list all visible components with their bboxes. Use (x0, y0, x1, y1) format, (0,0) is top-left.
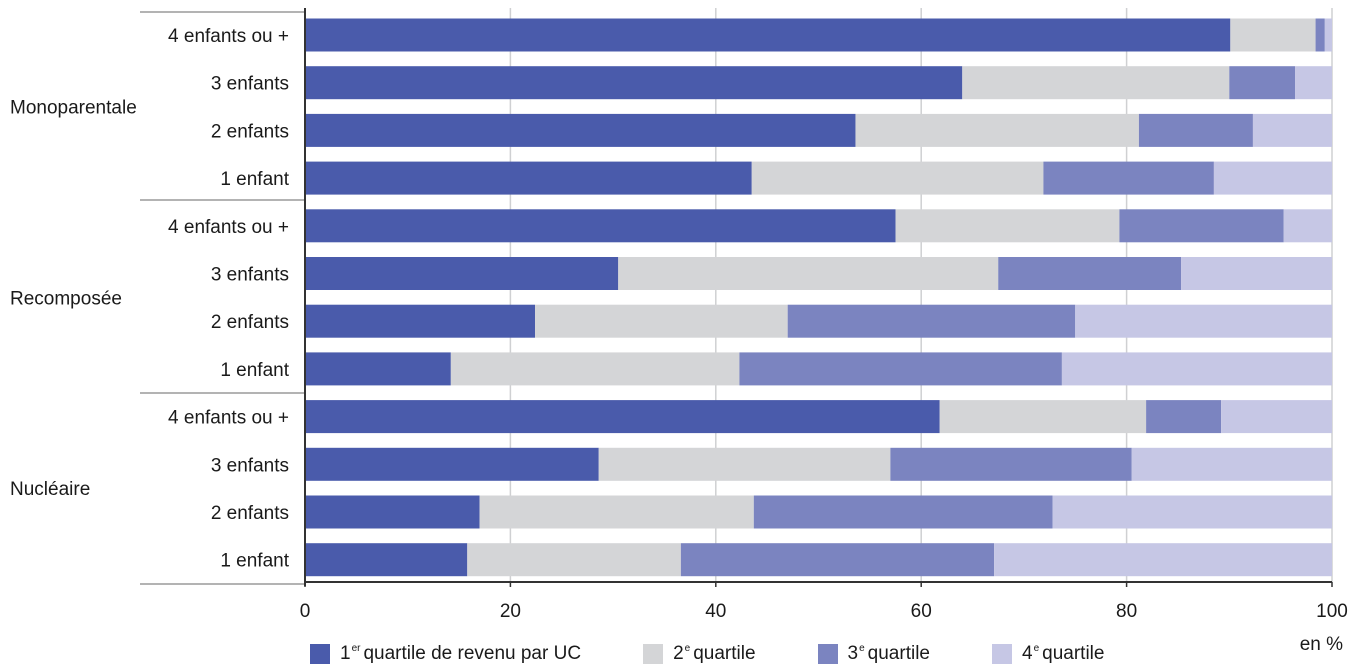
bar-0-1-q3 (1229, 66, 1296, 100)
bar-0-0-q4 (1324, 18, 1332, 52)
group-label-0: Monoparentale (10, 98, 137, 119)
category-label-1-2: 2 enfants (211, 312, 289, 333)
bar-0-3-q3 (1043, 161, 1214, 195)
legend-label-q1: 1er quartile de revenu par UC (340, 643, 582, 664)
bar-0-2-q3 (1138, 113, 1253, 147)
legend-item-q3: 3e quartile (817, 643, 930, 665)
bar-1-0-q4 (1283, 209, 1332, 243)
bar-0-1-q1 (305, 66, 963, 100)
legend-item-q4: 4e quartile (992, 643, 1104, 665)
x-tick-label-0: 0 (300, 601, 311, 622)
category-label-0-1: 3 enfants (211, 74, 289, 95)
bar-0-0-q2 (1230, 18, 1316, 52)
bar-2-3-q2 (467, 543, 681, 577)
x-tick-label-60: 60 (911, 601, 932, 622)
category-label-1-3: 1 enfant (220, 360, 289, 381)
bar-0-1-q2 (962, 66, 1230, 100)
bar-1-0-q1 (305, 209, 896, 243)
bar-2-2-q1 (305, 495, 480, 529)
bar-2-2-q3 (753, 495, 1053, 529)
unit-label: en % (1299, 634, 1343, 655)
legend-swatch-q4 (992, 644, 1012, 664)
bar-2-0-q3 (1146, 400, 1222, 434)
category-label-2-0: 4 enfants ou + (168, 408, 289, 429)
bar-1-1-q1 (305, 257, 619, 290)
bar-0-3-q2 (751, 161, 1044, 195)
bar-2-0-q4 (1221, 400, 1332, 434)
bar-1-2-q1 (305, 304, 536, 338)
bar-1-2-q2 (535, 304, 788, 338)
legend-swatch-q3 (817, 644, 838, 664)
legend-item-q2: 2e quartile (643, 643, 756, 665)
bar-1-1-q2 (618, 257, 999, 290)
group-label-2: Nucléaire (10, 479, 90, 500)
bar-2-3-q1 (305, 543, 468, 577)
bar-0-2-q4 (1252, 113, 1332, 147)
bar-1-3-q1 (305, 352, 451, 386)
category-label-2-1: 3 enfants (211, 455, 289, 476)
bar-1-2-q4 (1075, 304, 1332, 338)
bar-0-1-q4 (1295, 66, 1332, 100)
bar-2-0-q1 (305, 400, 940, 434)
legend-swatch-q1 (310, 644, 330, 664)
bar-0-2-q2 (855, 113, 1139, 147)
bar-1-0-q2 (895, 209, 1120, 243)
x-tick-label-20: 20 (500, 601, 521, 622)
bar-1-1-q3 (998, 257, 1182, 290)
x-tick-label-80: 80 (1116, 601, 1137, 622)
bar-2-3-q3 (680, 543, 995, 577)
x-tick-label-100: 100 (1316, 601, 1348, 622)
bar-2-3-q4 (994, 543, 1332, 577)
bar-0-2-q1 (305, 113, 856, 147)
category-label-0-3: 1 enfant (220, 169, 289, 190)
bar-2-1-q2 (598, 447, 891, 481)
bar-2-2-q4 (1052, 495, 1332, 529)
bar-1-3-q3 (739, 352, 1062, 386)
bar-0-0-q1 (305, 18, 1231, 52)
bar-2-0-q2 (939, 400, 1147, 434)
category-label-0-0: 4 enfants ou + (168, 26, 289, 47)
bar-0-3-q4 (1213, 161, 1332, 195)
category-label-1-1: 3 enfants (211, 265, 289, 286)
bar-1-3-q4 (1061, 352, 1332, 386)
bar-1-2-q3 (787, 304, 1076, 338)
legend-label-q3: 3e quartile (847, 643, 930, 664)
legend: 1er quartile de revenu par UC 2e quartile … (310, 640, 1166, 668)
legend-label-q4: 4e quartile (1022, 643, 1105, 664)
bar-1-1-q4 (1181, 257, 1332, 290)
bar-0-3-q1 (305, 161, 752, 195)
category-label-2-3: 1 enfant (220, 551, 289, 572)
legend-item-q1: 1er quartile de revenu par UC (310, 643, 581, 665)
bar-1-0-q3 (1119, 209, 1284, 243)
x-tick-label-40: 40 (705, 601, 726, 622)
legend-swatch-q2 (643, 644, 664, 664)
category-label-1-0: 4 enfants ou + (168, 217, 289, 238)
bar-2-1-q4 (1131, 447, 1332, 481)
bar-2-1-q3 (890, 447, 1132, 481)
bar-0-0-q3 (1315, 18, 1325, 52)
bar-2-1-q1 (305, 447, 599, 481)
category-label-2-2: 2 enfants (211, 503, 289, 524)
legend-label-q2: 2e quartile (673, 643, 756, 664)
stacked-bar-chart: 4 enfants ou + 3 enfants 2 enfants 1 enfant… (10, 8, 1348, 622)
category-label-0-2: 2 enfants (211, 121, 289, 142)
bar-1-3-q2 (450, 352, 740, 386)
bar-2-2-q2 (479, 495, 754, 529)
group-label-1: Recomposée (10, 288, 122, 309)
